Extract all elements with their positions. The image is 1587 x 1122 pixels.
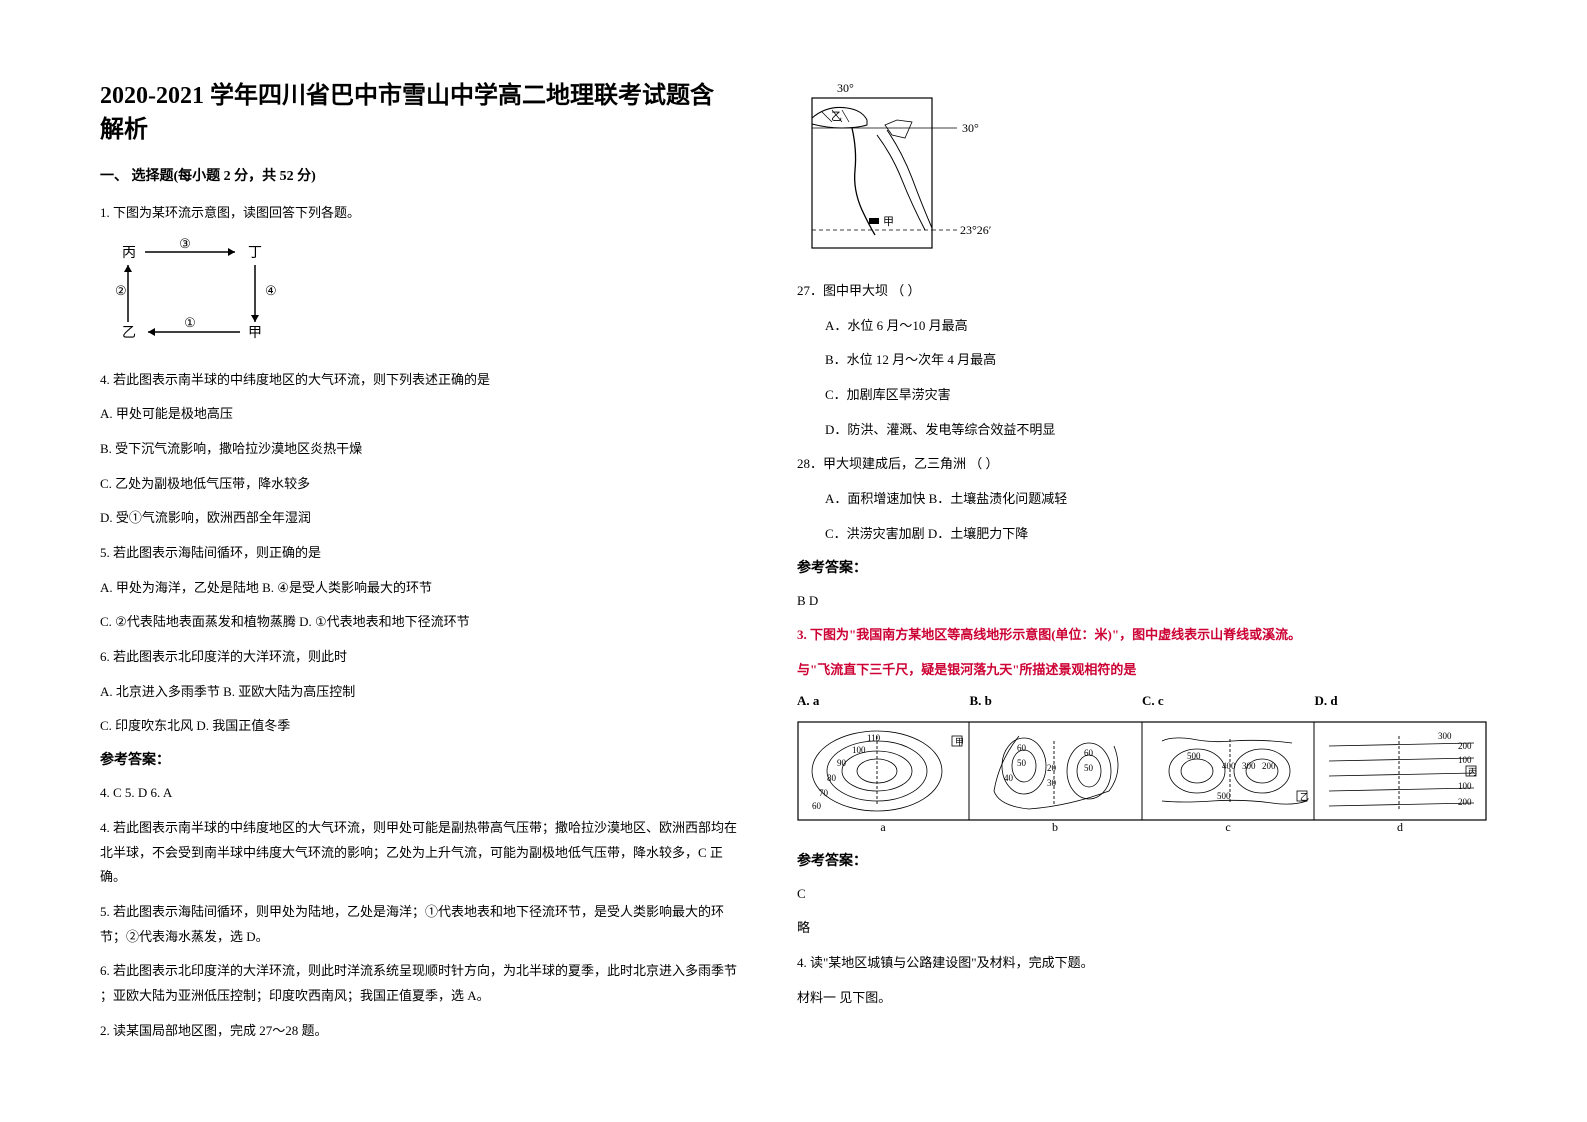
q3-note: 略 bbox=[797, 916, 1487, 941]
q2-intro: 2. 读某国局部地区图，完成 27～28 题。 bbox=[100, 1019, 737, 1042]
q27-opt-a: A．水位 6 月～10 月最高 bbox=[797, 314, 1487, 339]
left-column: 2020-2021 学年四川省巴中市雪山中学高二地理联考试题含解析 一、 选择题… bbox=[100, 80, 737, 1054]
svg-text:甲: 甲 bbox=[955, 737, 964, 747]
svg-text:乙: 乙 bbox=[122, 325, 136, 341]
svg-text:200: 200 bbox=[1458, 797, 1472, 807]
q1-exp5: 5. 若此图表示海陆间循环，则甲处为陆地，乙处是海洋；①代表地表和地下径流环节，… bbox=[100, 900, 737, 949]
topo-svg: 110 100 90 80 70 60 甲 60 bbox=[797, 721, 1487, 831]
svg-text:23°26′: 23°26′ bbox=[960, 223, 992, 237]
svg-text:乙: 乙 bbox=[1300, 792, 1309, 802]
svg-text:60: 60 bbox=[1017, 743, 1027, 753]
svg-text:500: 500 bbox=[1217, 791, 1231, 801]
right-column: 30° 乙 30° 甲 bbox=[797, 80, 1487, 1054]
svg-text:100: 100 bbox=[1458, 755, 1472, 765]
svg-text:30: 30 bbox=[1047, 778, 1057, 788]
svg-text:300: 300 bbox=[1242, 761, 1256, 771]
q3-opt-d: D. d bbox=[1315, 693, 1488, 709]
q2-answer-header: 参考答案： bbox=[797, 557, 1487, 577]
svg-text:②: ② bbox=[115, 283, 127, 298]
svg-text:d: d bbox=[1397, 820, 1403, 831]
q28-opt-ab: A．面积增速加快 B．土壤盐渍化问题减轻 bbox=[797, 487, 1487, 512]
q27-opt-c: C．加剧库区旱涝灾害 bbox=[797, 383, 1487, 408]
svg-text:③: ③ bbox=[179, 237, 191, 251]
svg-text:100: 100 bbox=[1458, 781, 1472, 791]
q1-5-opt-ab: A. 甲处为海洋，乙处是陆地 B. ④是受人类影响最大的环节 bbox=[100, 576, 737, 601]
q27-opt-d: D．防洪、灌溉、发电等综合效益不明显 bbox=[797, 418, 1487, 443]
q1-4-opt-a: A. 甲处可能是极地高压 bbox=[100, 402, 737, 427]
svg-text:60: 60 bbox=[812, 801, 822, 811]
section-1-header: 一、 选择题(每小题 2 分，共 52 分) bbox=[100, 165, 737, 185]
q3-options: A. a B. b C. c D. d bbox=[797, 693, 1487, 709]
svg-text:50: 50 bbox=[1084, 763, 1094, 773]
q27-text: 27．图中甲大坝 （ ） bbox=[797, 279, 1487, 304]
svg-text:300: 300 bbox=[1438, 731, 1452, 741]
q4-intro: 4. 读"某地区城镇与公路建设图"及材料，完成下题。 bbox=[797, 951, 1487, 974]
circulation-svg: 丙 丁 乙 甲 ③ ④ ① ② bbox=[110, 237, 280, 347]
q3-opt-c: C. c bbox=[1142, 693, 1315, 709]
q3-answer-header: 参考答案： bbox=[797, 850, 1487, 870]
svg-text:110: 110 bbox=[867, 733, 881, 743]
q1-5-opt-cd: C. ②代表陆地表面蒸发和植物蒸腾 D. ①代表地表和地下径流环节 bbox=[100, 610, 737, 635]
q1-4-opt-b: B. 受下沉气流影响，撒哈拉沙漠地区炎热干燥 bbox=[100, 437, 737, 462]
svg-text:500: 500 bbox=[1187, 751, 1201, 761]
svg-text:400: 400 bbox=[1222, 761, 1236, 771]
q1-intro: 1. 下图为某环流示意图，读图回答下列各题。 bbox=[100, 201, 737, 224]
svg-text:甲: 甲 bbox=[248, 326, 262, 341]
q3-intro-1: 3. 下图为"我国南方某地区等高线地形示意图(单位：米)"，图中虚线表示山脊线或… bbox=[797, 623, 1487, 648]
q1-exp6: 6. 若此图表示北印度洋的大洋环流，则此时洋流系统呈现顺时针方向，为北半球的夏季… bbox=[100, 959, 737, 1008]
exam-title: 2020-2021 学年四川省巴中市雪山中学高二地理联考试题含解析 bbox=[100, 80, 737, 147]
q3-opt-a: A. a bbox=[797, 693, 970, 709]
q1-6-opt-cd: C. 印度吹东北风 D. 我国正值冬季 bbox=[100, 714, 737, 739]
svg-text:90: 90 bbox=[837, 758, 847, 768]
topographic-diagram: 110 100 90 80 70 60 甲 60 bbox=[797, 721, 1487, 836]
q1-6-opt-ab: A. 北京进入多雨季节 B. 亚欧大陆为高压控制 bbox=[100, 680, 737, 705]
svg-text:丙: 丙 bbox=[122, 246, 136, 261]
q28-text: 28．甲大坝建成后，乙三角洲 （ ） bbox=[797, 452, 1487, 477]
svg-text:丁: 丁 bbox=[248, 246, 262, 261]
q1-answer-header: 参考答案： bbox=[100, 749, 737, 769]
q3-opt-b: B. b bbox=[970, 693, 1143, 709]
svg-text:b: b bbox=[1052, 820, 1058, 831]
svg-text:30°: 30° bbox=[837, 81, 854, 95]
page-container: 2020-2021 学年四川省巴中市雪山中学高二地理联考试题含解析 一、 选择题… bbox=[100, 80, 1487, 1054]
svg-text:200: 200 bbox=[1458, 741, 1472, 751]
svg-text:100: 100 bbox=[852, 745, 866, 755]
svg-text:甲: 甲 bbox=[883, 216, 894, 228]
q2-answer: B D bbox=[797, 589, 1487, 614]
svg-text:50: 50 bbox=[1017, 758, 1027, 768]
svg-text:④: ④ bbox=[265, 283, 277, 298]
egypt-map: 30° 乙 30° 甲 bbox=[797, 80, 1487, 265]
svg-text:乙: 乙 bbox=[831, 110, 842, 123]
q1-exp4: 4. 若此图表示南半球的中纬度地区的大气环流，则甲处可能是副热带高气压带；撒哈拉… bbox=[100, 816, 737, 890]
q1-sub6: 6. 若此图表示北印度洋的大洋环流，则此时 bbox=[100, 645, 737, 670]
egypt-map-svg: 30° 乙 30° 甲 bbox=[797, 80, 997, 260]
q1-answer: 4. C 5. D 6. A bbox=[100, 781, 737, 806]
q27-opt-b: B．水位 12 月～次年 4 月最高 bbox=[797, 348, 1487, 373]
q1-4-opt-d: D. 受①气流影响，欧洲西部全年湿润 bbox=[100, 506, 737, 531]
svg-text:60: 60 bbox=[1084, 748, 1094, 758]
svg-text:c: c bbox=[1225, 820, 1230, 831]
q1-4-opt-c: C. 乙处为副极地低气压带，降水较多 bbox=[100, 472, 737, 497]
svg-text:80: 80 bbox=[827, 773, 837, 783]
svg-text:a: a bbox=[880, 820, 886, 831]
svg-text:20: 20 bbox=[1047, 763, 1057, 773]
svg-text:70: 70 bbox=[819, 788, 829, 798]
svg-text:200: 200 bbox=[1262, 761, 1276, 771]
q3-answer: C bbox=[797, 882, 1487, 907]
q1-sub5: 5. 若此图表示海陆间循环，则正确的是 bbox=[100, 541, 737, 566]
svg-text:丙: 丙 bbox=[1468, 767, 1477, 777]
q3-intro-2: 与"飞流直下三千尺，疑是银河落九天"所描述景观相符的是 bbox=[797, 658, 1487, 683]
q1-sub4: 4. 若此图表示南半球的中纬度地区的大气环流，则下列表述正确的是 bbox=[100, 368, 737, 393]
q4-material: 材料一 见下图。 bbox=[797, 986, 1487, 1011]
circulation-diagram: 丙 丁 乙 甲 ③ ④ ① ② bbox=[110, 237, 737, 352]
svg-text:①: ① bbox=[184, 315, 196, 330]
svg-text:30°: 30° bbox=[962, 121, 979, 135]
svg-text:40: 40 bbox=[1004, 773, 1014, 783]
q28-opt-cd: C．洪涝灾害加剧 D．土壤肥力下降 bbox=[797, 522, 1487, 547]
